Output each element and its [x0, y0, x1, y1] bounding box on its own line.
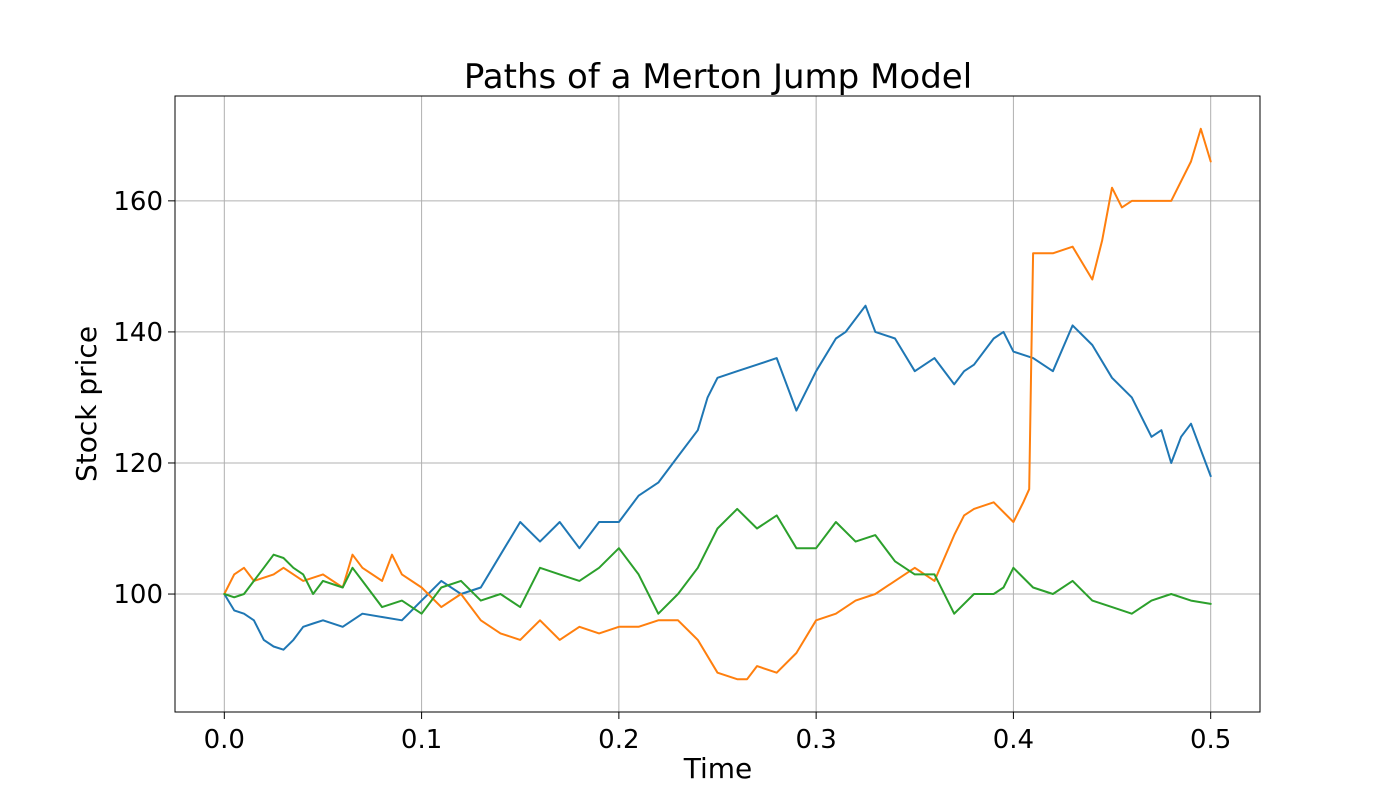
y-tick-label: 140 [113, 318, 163, 348]
plot-area-frame [174, 95, 1261, 713]
x-tick-label: 0.3 [795, 725, 836, 755]
series-line-3 [223, 507, 1212, 615]
x-tick-label: 0.4 [993, 725, 1034, 755]
grid-lines [175, 96, 1260, 712]
x-axis-label: Time [683, 752, 753, 785]
x-tick-label: 0.0 [204, 725, 245, 755]
axis-ticks: 0.0 0.1 0.2 0.3 0.4 0.5 100 120 140 160 [113, 187, 1231, 755]
y-tick-label: 100 [113, 580, 163, 610]
x-tick-label: 0.1 [401, 725, 442, 755]
y-tick-label: 120 [113, 449, 163, 479]
x-tick-label: 0.5 [1190, 725, 1231, 755]
series-lines [223, 127, 1212, 681]
series-line-1 [223, 304, 1212, 651]
chart-title: Paths of a Merton Jump Model [464, 57, 972, 97]
series-line-2 [223, 127, 1212, 681]
x-tick-label: 0.2 [598, 725, 639, 755]
y-axis-label: Stock price [70, 326, 103, 482]
y-tick-label: 160 [113, 187, 163, 217]
